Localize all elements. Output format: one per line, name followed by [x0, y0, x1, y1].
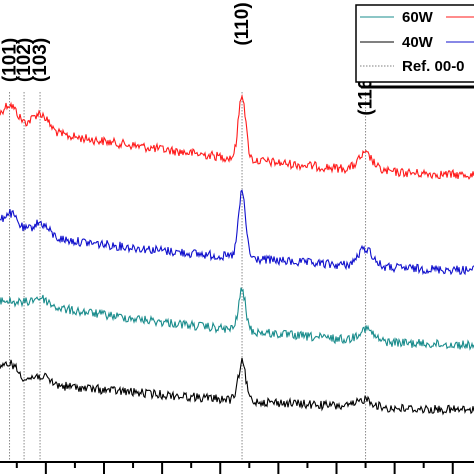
peak-label-1: (102) [14, 38, 35, 82]
peak-label-0: (101) [0, 38, 21, 82]
peak-label-3: (110) [232, 2, 253, 45]
series-line-2 [0, 287, 474, 351]
reference-lines [9, 92, 367, 462]
series-line-0 [0, 93, 474, 180]
legend: 60W 40W Ref. 00-0 [355, 4, 474, 89]
peak-labels: (101)(102)(103) (110) (116) [0, 2, 377, 115]
peak-label-4: (116) [356, 72, 377, 115]
legend-label-0: 60W [402, 9, 434, 26]
x-axis [0, 461, 474, 474]
series-line-1 [0, 189, 474, 276]
legend-label-1: 40W [402, 34, 434, 51]
legend-label-2: Ref. 00-0 [402, 58, 465, 75]
legend-box [355, 4, 474, 83]
series-line-3 [0, 357, 474, 416]
series-lines [0, 93, 474, 416]
peak-label-2: (103) [30, 38, 51, 82]
